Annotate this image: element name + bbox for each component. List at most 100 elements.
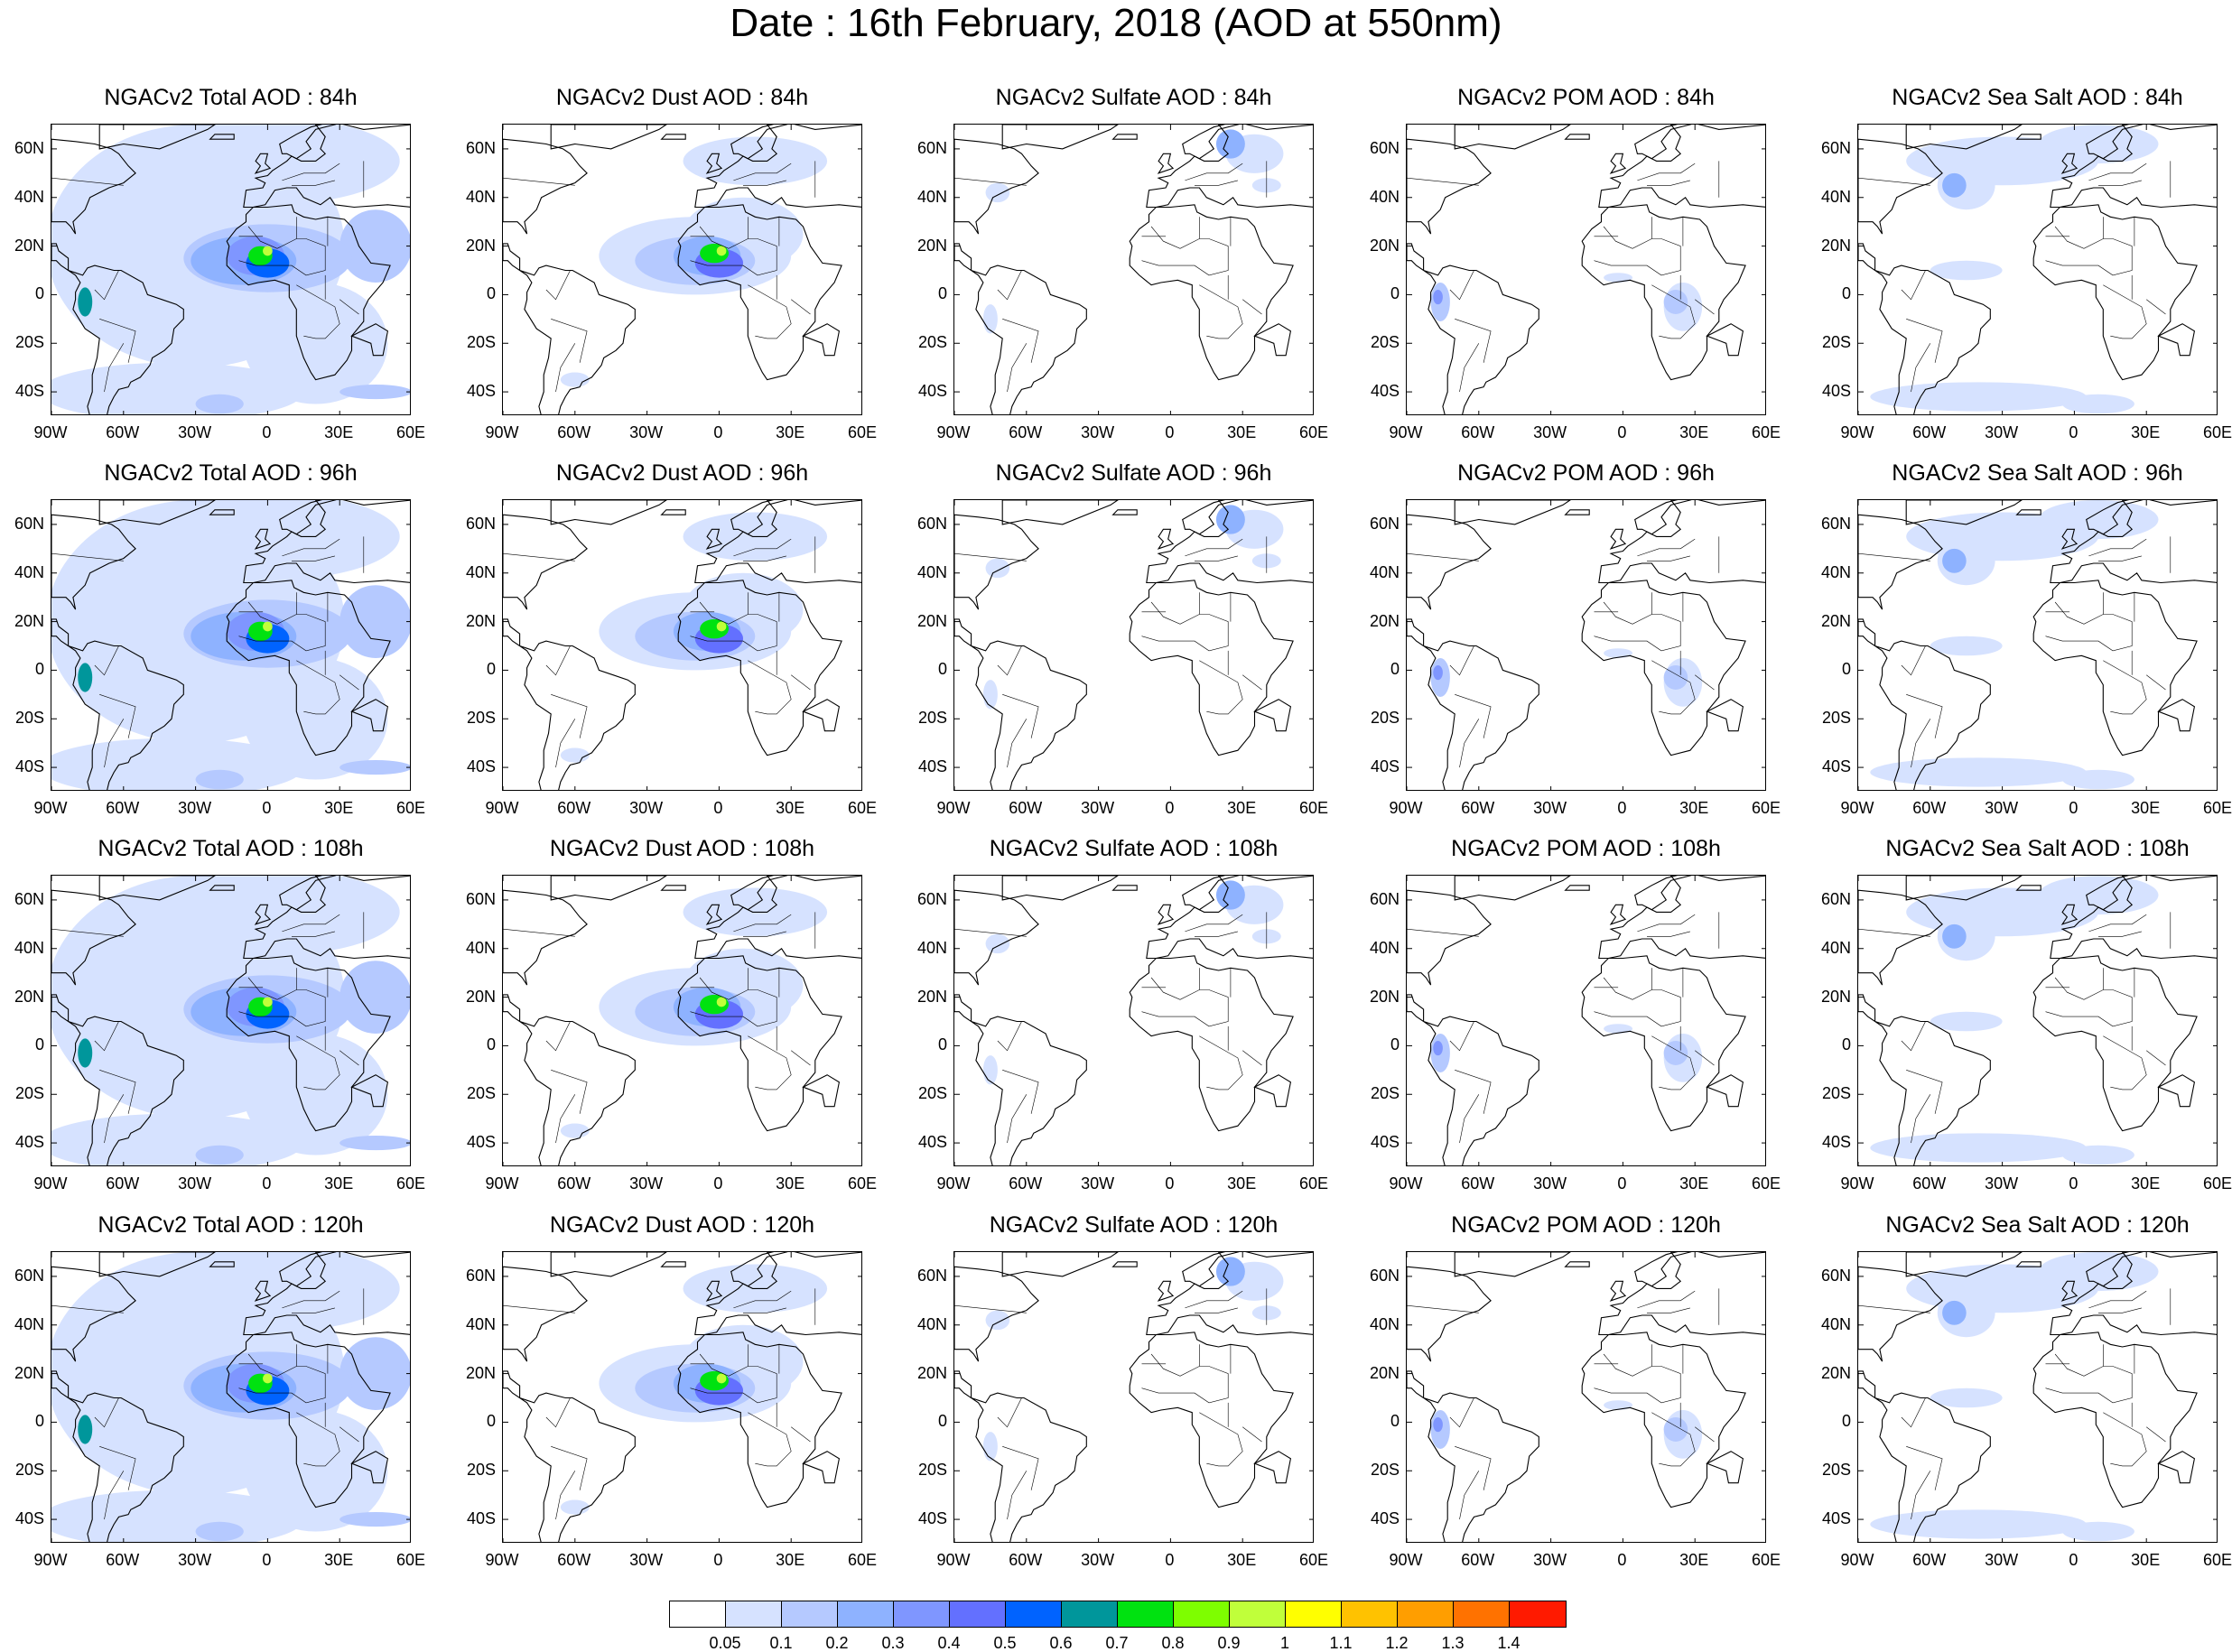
- coastline: [2086, 1252, 2144, 1287]
- coastline: [1454, 1252, 1571, 1277]
- panel-title: NGACv2 Total AOD : 120h: [98, 1212, 364, 1238]
- country-border: [1195, 180, 1238, 186]
- country-border: [1449, 645, 1474, 676]
- coastline: [694, 125, 861, 209]
- country-border: [1637, 538, 1696, 557]
- map-frame: [502, 1251, 862, 1543]
- lon-label: 0: [2069, 1551, 2079, 1569]
- aod-map: [954, 125, 1313, 414]
- lat-label: 40S: [466, 1133, 496, 1152]
- aod-shading: [135, 125, 400, 205]
- coastline: [209, 1261, 235, 1267]
- coastline: [2086, 125, 2144, 160]
- coastline: [677, 1332, 842, 1508]
- lat-label: 0: [34, 1035, 44, 1054]
- lat-label: 40S: [1821, 1509, 1851, 1528]
- lon-label: 30E: [1227, 799, 1257, 817]
- country-border: [282, 914, 340, 933]
- lon-label: 0: [262, 423, 272, 441]
- map-frame: [953, 1251, 1314, 1543]
- lat-label: 60N: [1820, 514, 1851, 533]
- aod-map: [503, 1252, 861, 1542]
- lat-label: 40N: [1820, 562, 1851, 581]
- coastline: [1182, 125, 1240, 160]
- aod-map: [503, 500, 861, 790]
- country-border: [1141, 977, 1229, 1027]
- coastline: [2060, 528, 2079, 550]
- coastline: [954, 138, 1039, 235]
- coastline: [254, 153, 272, 174]
- coastline: [2086, 876, 2144, 911]
- coastline: [550, 876, 667, 901]
- lon-label: 90W: [33, 1551, 68, 1569]
- aod-shading: [1942, 923, 1967, 949]
- lon-label: 30W: [1985, 799, 2019, 817]
- lon-label: 30E: [776, 799, 805, 817]
- lat-label: 40S: [14, 757, 44, 776]
- coastline: [1157, 528, 1175, 550]
- lon-label: 0: [1165, 1174, 1175, 1193]
- country-border: [2146, 1426, 2166, 1443]
- aod-shading: [339, 760, 410, 775]
- colorbar-label: 0.9: [1217, 1634, 1241, 1652]
- country-border: [296, 660, 340, 715]
- aod-shading: [1215, 880, 1245, 910]
- lat-label: 40N: [465, 562, 496, 581]
- colorbar-box: [1118, 1601, 1174, 1627]
- panel-title: NGACv2 Sulfate AOD : 120h: [989, 1212, 1279, 1238]
- lon-label: 90W: [936, 799, 971, 817]
- aod-map: [1407, 876, 1765, 1165]
- lat-label: 0: [937, 1035, 947, 1054]
- country-border: [282, 1290, 340, 1309]
- country-border: [1459, 719, 1480, 768]
- coastline: [226, 204, 391, 381]
- lat-label: 20S: [1821, 333, 1851, 352]
- map-frame: [51, 124, 411, 415]
- coastline: [1001, 1252, 1119, 1277]
- country-border: [791, 674, 811, 691]
- coastline: [503, 1370, 636, 1542]
- lat-label: 60N: [1820, 889, 1851, 908]
- map-panel-total: NGACv2 Total AOD : 84h 60N 40N 20N 0 20S 40S 90…: [14, 85, 425, 441]
- coastline: [1858, 889, 1943, 986]
- coastline: [2157, 699, 2196, 732]
- aod-shading: [2062, 394, 2134, 414]
- lat-label: 40S: [917, 1509, 947, 1528]
- lat-label: 60N: [465, 514, 496, 533]
- aod-shading: [1937, 161, 1995, 210]
- aod-shading: [1870, 382, 2087, 412]
- aod-shading: [1215, 129, 1245, 159]
- coastline: [1634, 125, 1692, 160]
- lat-label: 20S: [14, 1461, 44, 1480]
- country-border: [733, 1290, 792, 1309]
- country-border: [99, 1446, 136, 1490]
- lat-label: 60N: [916, 1266, 947, 1285]
- lon-label: 0: [262, 1551, 272, 1569]
- lon-label: 60E: [2202, 423, 2232, 441]
- country-border: [1007, 343, 1028, 393]
- aod-shading: [1433, 1041, 1443, 1056]
- coastline: [1111, 134, 1138, 140]
- lon-label: 90W: [485, 1174, 519, 1193]
- lon-label: 60W: [106, 423, 140, 441]
- country-border: [2045, 226, 2133, 276]
- lat-label: 60N: [465, 1266, 496, 1285]
- coastline: [2050, 876, 2217, 960]
- aod-shading: [985, 1310, 1010, 1331]
- country-border: [1449, 1021, 1474, 1052]
- country-border: [743, 1307, 786, 1313]
- coastline: [1111, 509, 1138, 515]
- colorbar-label: 0.4: [937, 1634, 961, 1652]
- country-border: [51, 928, 124, 937]
- country-border: [339, 674, 359, 691]
- country-border: [1594, 226, 1681, 276]
- lat-label: 20N: [465, 236, 496, 255]
- coastline: [1253, 1451, 1292, 1484]
- country-border: [2088, 1290, 2147, 1309]
- aod-map: [1858, 500, 2217, 790]
- aod-shading: [1942, 172, 1967, 198]
- coastline: [660, 134, 686, 140]
- country-border: [1911, 343, 1931, 393]
- coastline: [1407, 1266, 1492, 1362]
- country-border: [954, 928, 1027, 937]
